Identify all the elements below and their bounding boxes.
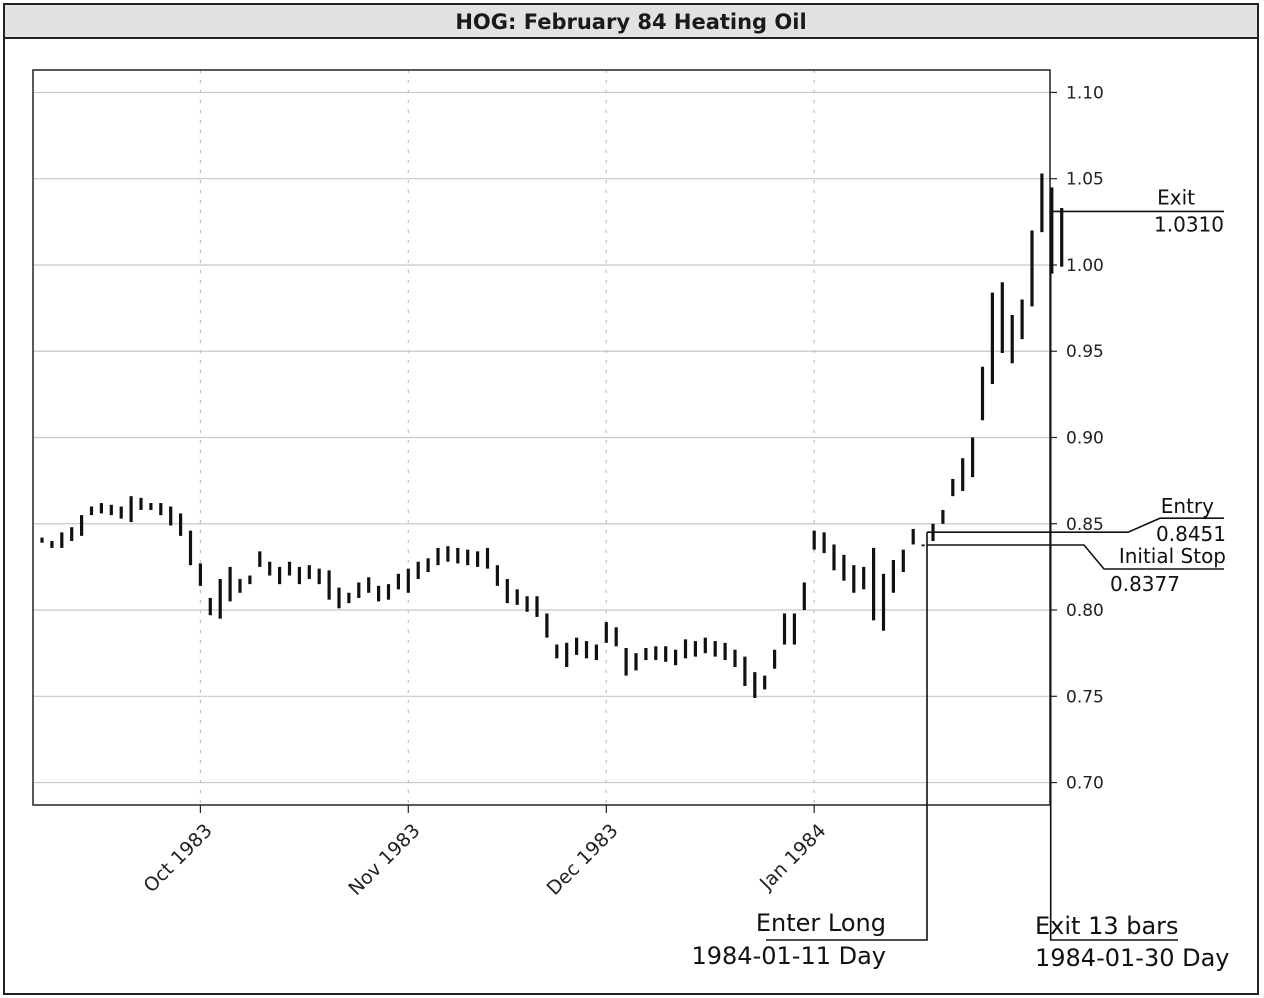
y-axis: 1.10 1.05 1.00 0.95 0.90 0.85 0.80 0.75 0.70 [1050,83,1104,794]
stop-label: Initial Stop [1119,544,1226,568]
exit-value: 1.0310 [1154,212,1224,236]
y-tick-label: 1.05 [1066,170,1104,190]
exit-signal-label: Exit 13 bars [1035,912,1179,940]
x-tick-label: Oct 1983 [139,820,216,897]
exit-signal-leader [1049,211,1178,941]
title-bar: HOG: February 84 Heating Oil [3,3,1259,39]
entry-label: Entry [1161,494,1214,518]
x-tick-label: Nov 1983 [344,820,424,900]
y-tick-label: 0.95 [1066,342,1104,362]
chart-title: HOG: February 84 Heating Oil [455,10,807,34]
x-tick-label: Jan 1984 [755,820,830,895]
enter-signal-leader [766,532,928,941]
y-tick-label: 0.75 [1066,687,1104,707]
entry-line [927,517,1224,534]
exit-label: Exit [1157,185,1195,209]
grid-layer [33,70,1050,805]
x-tick-label: Dec 1983 [543,820,623,900]
stop-value: 0.8377 [1110,572,1180,596]
y-tick-label: 0.90 [1066,429,1104,449]
y-tick-label: 1.00 [1066,256,1104,276]
exit-date-label: 1984-01-30 Day [1035,944,1230,972]
y-tick-label: 0.85 [1066,515,1104,535]
y-tick-label: 0.80 [1066,601,1104,621]
y-tick-label: 1.10 [1066,83,1104,103]
x-axis: Oct 1983 Nov 1983 Dec 1983 Jan 1984 [139,805,830,900]
enter-date-label: 1984-01-11 Day [692,942,887,970]
stop-line [927,544,1224,570]
price-bars [40,173,1064,699]
chart-outer-border [3,39,1259,995]
y-tick-label: 0.70 [1066,774,1104,794]
entry-value: 0.8451 [1156,522,1226,546]
enter-signal-label: Enter Long [756,909,886,937]
